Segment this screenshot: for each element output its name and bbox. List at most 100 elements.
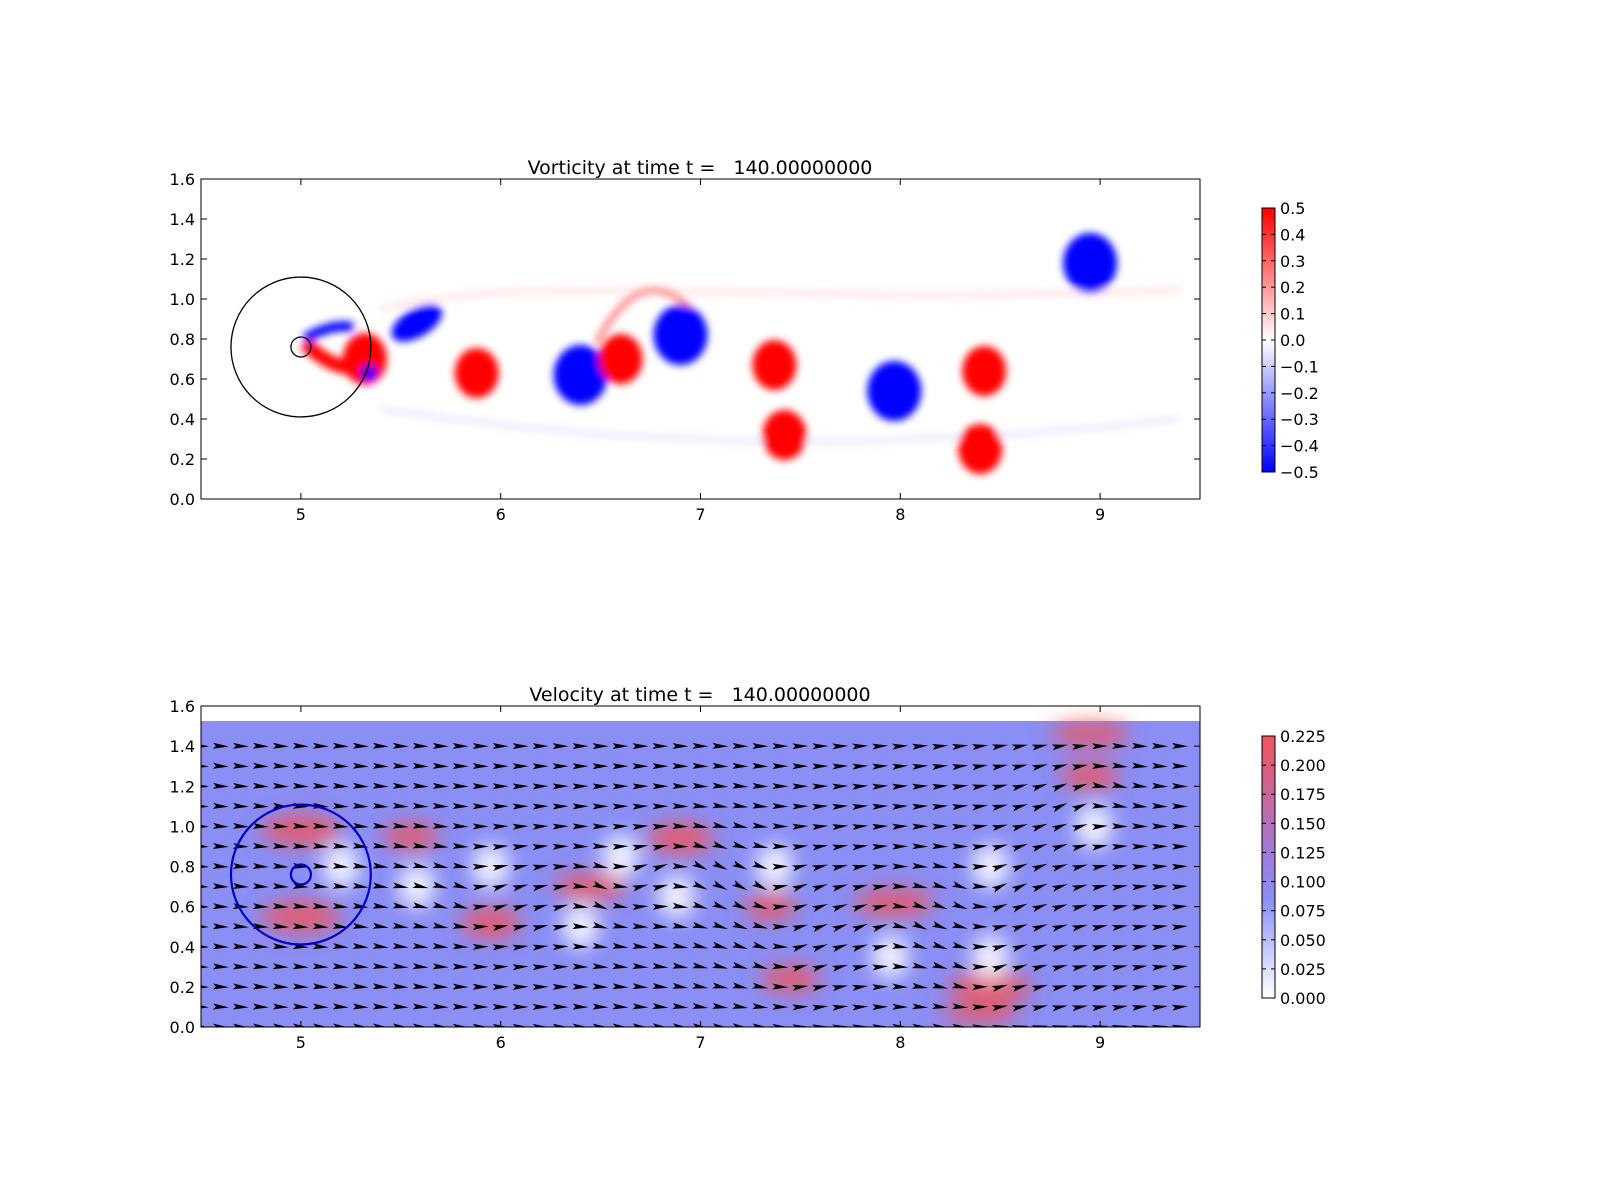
quiver-arrow [1091, 985, 1108, 992]
quiver-arrow [892, 863, 909, 870]
quiver-arrow [1131, 762, 1149, 769]
quiver-arrow [1031, 944, 1048, 952]
quiver-arrow [1091, 802, 1109, 809]
quiver-arrow [352, 1003, 369, 1010]
quiver-arrow [672, 922, 689, 929]
velocity-colorbar-label: 0.100 [1280, 873, 1326, 892]
quiver-arrow [1091, 945, 1108, 952]
quiver-arrow [892, 883, 909, 890]
quiver-arrow [392, 963, 409, 970]
vorticity-xtick-label: 6 [496, 505, 506, 524]
quiver-arrow [1011, 903, 1028, 913]
quiver-arrow [792, 823, 809, 830]
quiver-arrow [572, 823, 589, 830]
quiver-arrow [791, 904, 809, 912]
quiver-arrow [1071, 824, 1088, 832]
quiver-arrow [512, 884, 529, 892]
quiver-arrow [652, 823, 669, 830]
quiver-arrow [892, 843, 909, 850]
quiver-arrow [432, 983, 449, 990]
quiver-arrow [432, 822, 449, 829]
quiver-arrow [931, 921, 948, 930]
velocity-ytick-label: 0.4 [170, 938, 195, 957]
quiver-arrow [792, 984, 809, 991]
quiver-arrow [452, 842, 469, 849]
quiver-arrow [632, 803, 649, 810]
quiver-arrow [352, 902, 369, 909]
quiver-arrow [572, 943, 589, 950]
quiver-arrow [312, 882, 329, 889]
vorticity-title: Vorticity at time t = 140.00000000 [528, 157, 873, 179]
velocity-overlay [229, 803, 372, 946]
quiver-arrow [892, 1003, 909, 1010]
quiver-arrow [912, 803, 929, 810]
quiver-arrow [812, 1004, 829, 1011]
quiver-arrow [731, 921, 749, 930]
quiver-arrow [272, 822, 289, 829]
quiver-arrow [711, 860, 728, 870]
quiver-arrow [991, 944, 1008, 952]
velocity-panel: Velocity at time t = 140.00000000 5 6 7 8 9 0… [170, 684, 1326, 1052]
quiver-arrow [852, 1004, 869, 1011]
quiver-arrow [1011, 744, 1029, 751]
vortex-positive [958, 424, 1003, 474]
quiver-arrow [652, 923, 669, 930]
quiver-arrow [1071, 764, 1089, 771]
quiver-arrow [911, 920, 928, 930]
quiver-arrow [212, 742, 229, 749]
quiver-arrow [752, 782, 769, 789]
quiver-arrow [791, 924, 809, 932]
quiver-arrow [1051, 783, 1068, 792]
quiver-arrow [1171, 863, 1189, 870]
quiver-arrow [872, 1004, 889, 1011]
quiver-arrow [892, 983, 909, 990]
high-speed-region [260, 814, 341, 847]
quiver-arrow [751, 941, 769, 950]
quiver-arrow [972, 882, 989, 889]
quiver-arrow [612, 1003, 629, 1010]
quiver-arrow [831, 923, 848, 933]
quiver-arrow [632, 763, 649, 770]
vorticity-ytick-label: 1.6 [170, 170, 195, 189]
quiver-arrow [951, 784, 969, 791]
quiver-arrow [352, 782, 369, 789]
quiver-arrow [372, 922, 389, 929]
quiver-arrow [612, 902, 629, 909]
quiver-arrow [892, 803, 909, 810]
quiver-arrow [632, 904, 649, 911]
quiver-arrow [552, 884, 569, 891]
vortex-positive [752, 340, 797, 390]
velocity-colorbar-label: 0.200 [1280, 756, 1326, 775]
quiver-arrow [912, 843, 929, 850]
quiver-arrow [892, 743, 909, 750]
quiver-arrow [932, 803, 949, 810]
quiver-arrow [931, 961, 948, 969]
quiver-arrow [552, 783, 569, 790]
quiver-arrow [392, 782, 409, 789]
quiver-arrow [452, 943, 469, 950]
quiver-arrow [811, 985, 829, 992]
quiver-arrow [1131, 823, 1149, 830]
quiver-arrow [1111, 925, 1128, 931]
vorticity-colorbar-label: 0.4 [1280, 225, 1305, 244]
quiver-arrow [492, 1003, 509, 1010]
quiver-arrow [392, 822, 409, 829]
quiver-arrow [512, 944, 529, 951]
quiver-arrow [372, 762, 389, 769]
vorticity-colorbar-label: 0.3 [1280, 252, 1305, 271]
quiver-arrow [1011, 964, 1028, 973]
quiver-arrow [1051, 884, 1068, 892]
quiver-arrow [912, 743, 929, 750]
quiver-arrow [1031, 744, 1049, 751]
quiver-arrow [971, 764, 989, 771]
quiver-arrow [592, 861, 609, 869]
quiver-arrow [492, 763, 509, 770]
vortex-positive [598, 334, 643, 384]
velocity-colorbar-label: 0.125 [1280, 843, 1326, 862]
quiver-arrow [552, 823, 569, 830]
quiver-arrow [532, 823, 549, 830]
quiver-arrow [732, 802, 749, 809]
quiver-arrow [1031, 783, 1048, 792]
quiver-arrow [1171, 742, 1189, 749]
quiver-arrow [352, 983, 369, 990]
